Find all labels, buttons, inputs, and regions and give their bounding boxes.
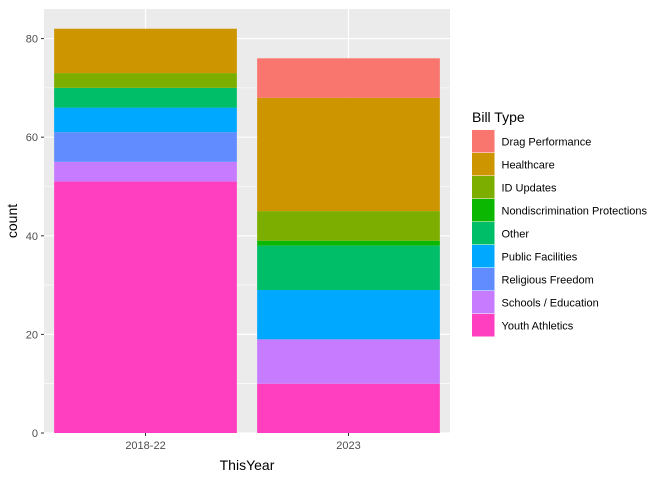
bar-segment-public-facilities-2018-22 xyxy=(54,107,237,133)
bar-segment-youth-athletics-2018-22 xyxy=(54,181,237,433)
y-tick-label: 20 xyxy=(26,329,38,341)
x-axis-ticks: 2018-22 2023 xyxy=(125,433,361,452)
bar-segment-other-2018-22 xyxy=(54,87,237,108)
legend-label: Nondiscrimination Protections xyxy=(502,205,648,217)
legend-label: Drag Performance xyxy=(502,136,592,148)
legend-label: Other xyxy=(502,228,530,240)
bar-segment-id-updates-2023 xyxy=(257,211,440,241)
bar-segment-healthcare-2018-22 xyxy=(54,28,237,74)
bar-segment-id-updates-2018-22 xyxy=(54,73,237,88)
y-axis-ticks: 0 20 40 60 80 xyxy=(26,34,44,440)
bar-segment-nondiscrimination-protections-2023 xyxy=(257,240,440,246)
legend-label: Healthcare xyxy=(502,159,555,171)
legend-key-id-updates xyxy=(472,176,495,199)
bar-segment-drag-performance-2023 xyxy=(257,58,440,98)
bar-segment-schools-education-2018-22 xyxy=(54,161,237,182)
legend-key-youth-athletics xyxy=(472,314,495,337)
legend-label: ID Updates xyxy=(502,182,558,194)
legend-label: Youth Athletics xyxy=(502,320,574,332)
legend-label: Religious Freedom xyxy=(502,274,594,286)
legend-key-religious-freedom xyxy=(472,268,495,291)
bar-segment-other-2023 xyxy=(257,245,440,291)
y-tick-label: 0 xyxy=(32,428,38,440)
bar-segment-healthcare-2023 xyxy=(257,97,440,212)
legend-key-schools-education xyxy=(472,291,495,314)
bars xyxy=(54,28,440,433)
bar-segment-public-facilities-2023 xyxy=(257,290,440,340)
legend: Bill Type Drag Performance Healthcare ID U… xyxy=(472,109,648,337)
legend-key-public-facilities xyxy=(472,245,495,268)
legend-key-drag-performance xyxy=(472,130,495,153)
bar-segment-religious-freedom-2018-22 xyxy=(54,132,237,162)
y-tick-label: 60 xyxy=(26,132,38,144)
bar-segment-schools-education-2023 xyxy=(257,339,440,384)
y-tick-label: 40 xyxy=(26,231,38,243)
legend-key-healthcare xyxy=(472,153,495,176)
bar-segment-youth-athletics-2023 xyxy=(257,383,440,433)
x-tick-label-2023: 2023 xyxy=(336,440,360,452)
legend-key-other xyxy=(472,222,495,245)
legend-title: Bill Type xyxy=(472,109,525,125)
x-axis-title: ThisYear xyxy=(220,457,275,473)
legend-label: Public Facilities xyxy=(502,251,578,263)
legend-key-nondiscrimination-protections xyxy=(472,199,495,222)
x-tick-label-2018-22: 2018-22 xyxy=(125,440,165,452)
y-axis-title: count xyxy=(4,204,20,238)
y-tick-label: 80 xyxy=(26,34,38,46)
legend-label: Schools / Education xyxy=(502,297,599,309)
